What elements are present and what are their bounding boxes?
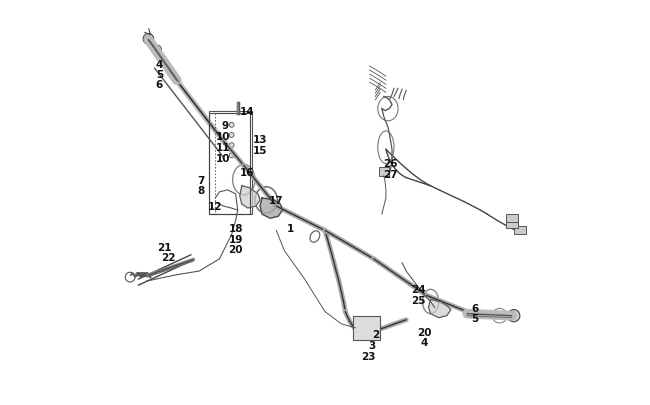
Text: 5: 5 (156, 70, 163, 80)
Bar (514, 227, 526, 235)
Text: 4: 4 (155, 60, 163, 70)
Text: 9: 9 (222, 121, 229, 130)
Text: 6: 6 (472, 303, 479, 313)
Text: 22: 22 (161, 252, 176, 262)
Text: 8: 8 (198, 185, 205, 195)
Text: 13: 13 (253, 135, 267, 145)
Circle shape (508, 310, 520, 322)
Polygon shape (240, 186, 260, 209)
Text: 17: 17 (269, 196, 283, 205)
Circle shape (229, 133, 234, 138)
Text: 16: 16 (240, 167, 254, 177)
Text: 4: 4 (421, 337, 428, 347)
Circle shape (229, 153, 234, 158)
Text: 15: 15 (253, 146, 267, 156)
Text: 1: 1 (287, 224, 294, 234)
Text: 23: 23 (361, 352, 376, 361)
Text: 27: 27 (383, 170, 397, 180)
Text: 24: 24 (411, 285, 426, 294)
Text: 25: 25 (411, 296, 426, 305)
Text: 5: 5 (472, 313, 479, 323)
Circle shape (155, 49, 159, 53)
Text: 11: 11 (215, 143, 230, 153)
Bar (354, 316, 380, 340)
Text: 2: 2 (372, 329, 380, 339)
Polygon shape (260, 198, 282, 219)
Text: 20: 20 (228, 244, 243, 254)
Circle shape (143, 34, 153, 45)
Text: 21: 21 (157, 242, 172, 252)
Circle shape (229, 123, 234, 128)
Text: 14: 14 (240, 107, 254, 116)
Text: 20: 20 (417, 327, 432, 337)
Text: 6: 6 (156, 80, 163, 90)
Text: 3: 3 (368, 340, 375, 350)
Circle shape (229, 143, 234, 148)
Bar (209, 111, 252, 215)
Text: 7: 7 (198, 175, 205, 185)
Polygon shape (428, 300, 451, 318)
Text: 12: 12 (208, 202, 223, 211)
Text: 26: 26 (383, 159, 397, 169)
Text: 19: 19 (229, 234, 243, 244)
Bar (506, 215, 518, 223)
Text: 10: 10 (215, 154, 230, 164)
Bar (506, 221, 518, 229)
Text: 10: 10 (215, 132, 230, 142)
Text: 18: 18 (228, 224, 243, 234)
Bar (378, 168, 389, 176)
